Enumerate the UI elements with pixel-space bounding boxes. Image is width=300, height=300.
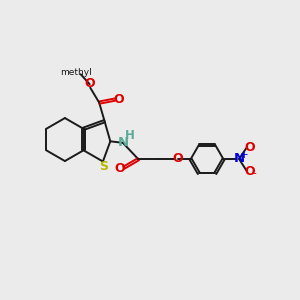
Text: H: H bbox=[125, 129, 135, 142]
Text: S: S bbox=[99, 160, 108, 173]
Text: O: O bbox=[115, 162, 125, 175]
Text: O: O bbox=[245, 165, 255, 178]
Text: +: + bbox=[240, 150, 249, 160]
Text: O: O bbox=[113, 93, 124, 106]
Text: N: N bbox=[233, 152, 244, 165]
Text: methyl: methyl bbox=[61, 68, 92, 77]
Text: O: O bbox=[173, 152, 183, 165]
Text: O: O bbox=[245, 141, 255, 154]
Text: O: O bbox=[84, 77, 95, 90]
Text: N: N bbox=[117, 136, 128, 149]
Text: -: - bbox=[253, 169, 256, 178]
